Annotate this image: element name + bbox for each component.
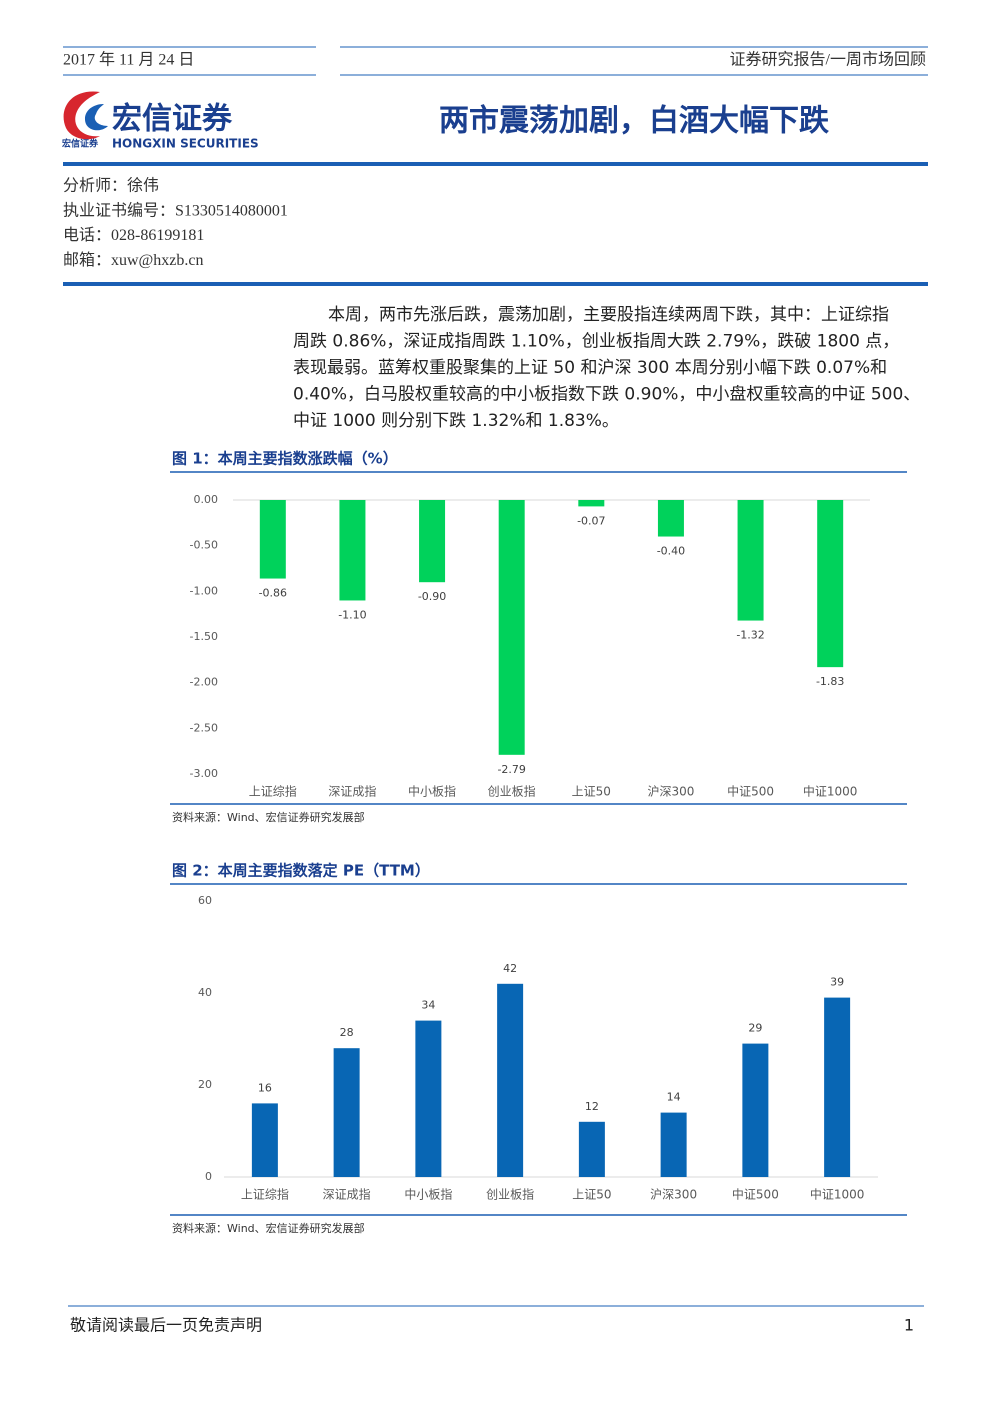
- y-tick-label: 60: [198, 894, 212, 907]
- x-tick-label: 上证50: [572, 1188, 611, 1202]
- x-tick-label: 深证成指: [323, 1187, 371, 1202]
- bar: [498, 500, 525, 755]
- bar: [657, 500, 684, 537]
- data-label: -0.86: [259, 587, 287, 600]
- x-tick-label: 沪深300: [650, 1188, 697, 1202]
- x-tick-label: 上证综指: [241, 1187, 289, 1202]
- bar: [737, 500, 764, 621]
- disclaimer: 敬请阅读最后一页免责声明: [70, 1316, 262, 1335]
- data-label: -0.40: [657, 545, 685, 558]
- logo-cn: 宏信证券: [112, 102, 233, 137]
- data-label: 14: [667, 1091, 681, 1104]
- x-tick-label: 中证1000: [810, 1187, 865, 1202]
- page-number: 1: [904, 1316, 914, 1335]
- bar: [251, 1103, 278, 1177]
- body-line: 表现最弱。蓝筹权重股聚集的上证 50 和沪深 300 本周分别小幅下跌 0.07…: [293, 358, 887, 378]
- x-tick-label: 中证1000: [803, 784, 858, 799]
- report-title: 两市震荡加剧，白酒大幅下跌: [439, 104, 829, 139]
- bar: [259, 500, 286, 579]
- figure-caption: 图 1：本周主要指数涨跌幅（%）: [172, 450, 398, 468]
- data-label: -0.07: [577, 514, 605, 527]
- x-tick-label: 上证50: [572, 785, 611, 799]
- bar: [578, 1121, 605, 1177]
- data-label: 34: [421, 999, 435, 1012]
- y-tick-label: -2.00: [190, 676, 218, 689]
- source-note: 资料来源：Wind、宏信证券研究发展部: [172, 1221, 365, 1235]
- data-label: 39: [830, 976, 844, 989]
- x-tick-label: 创业板指: [486, 1187, 534, 1202]
- source-note: 资料来源：Wind、宏信证券研究发展部: [172, 810, 365, 824]
- figure-caption: 图 2：本周主要指数落定 PE（TTM）: [172, 862, 430, 880]
- rule: [63, 162, 928, 166]
- analyst-line: 邮箱：xuw@hxzb.cn: [63, 251, 204, 269]
- analyst-line: 执业证书编号：S1330514080001: [63, 201, 288, 219]
- logo-en: HONGXIN SECURITIES: [112, 137, 259, 151]
- analyst-line: 分析师：徐伟: [63, 177, 159, 195]
- x-tick-label: 创业板指: [488, 784, 536, 799]
- logo-small: 宏信证券: [62, 138, 99, 150]
- y-tick-label: 0: [205, 1170, 212, 1183]
- x-tick-label: 中证500: [732, 1187, 779, 1202]
- y-tick-label: 0.00: [194, 493, 219, 506]
- bar: [339, 500, 366, 601]
- rule: [63, 282, 928, 286]
- bar: [333, 1048, 360, 1177]
- charts: 图 1：本周主要指数涨跌幅（%） 资料来源：Wind、宏信证券研究发展部 0.00 -…: [170, 450, 907, 1235]
- x-tick-label: 中小板指: [404, 1187, 452, 1202]
- report-type: 证券研究报告/一周市场回顾: [730, 51, 926, 69]
- y-tick-label: -1.50: [190, 630, 218, 643]
- body-line: 本周，两市先涨后跌，震荡加剧，主要股指连续两周下跌，其中：上证综指: [328, 305, 889, 325]
- y-tick-label: 40: [198, 986, 212, 999]
- body-line: 0.40%，白马股权重较高的中小板指数下跌 0.90%，中小盘权重较高的中证 5…: [293, 385, 920, 405]
- data-label: 28: [340, 1026, 354, 1039]
- bar: [660, 1112, 687, 1177]
- x-tick-label: 中证500: [727, 784, 774, 799]
- x-tick-label: 深证成指: [328, 784, 376, 799]
- body-line: 周跌 0.86%，深证成指周跌 1.10%，创业板指周大跌 2.79%，跌破 1…: [293, 332, 899, 352]
- bar: [578, 500, 605, 507]
- data-label: -1.32: [736, 629, 764, 642]
- x-tick-label: 沪深300: [647, 785, 694, 799]
- y-tick-label: -0.50: [190, 539, 218, 552]
- y-tick-label: -1.00: [190, 584, 218, 597]
- body-line: 中证 1000 则分别下跌 1.32%和 1.83%。: [293, 411, 619, 431]
- data-label: -2.79: [497, 763, 525, 776]
- data-label: 29: [748, 1022, 762, 1035]
- data-label: 16: [258, 1081, 272, 1094]
- y-tick-label: -3.00: [190, 767, 218, 780]
- bar: [415, 1020, 442, 1177]
- bar: [419, 500, 446, 583]
- data-label: 42: [503, 962, 517, 975]
- bar: [817, 500, 844, 668]
- data-label: 12: [585, 1100, 599, 1113]
- analyst-line: 电话：028-86199181: [63, 226, 204, 244]
- bar: [824, 997, 851, 1177]
- data-label: -1.83: [816, 675, 844, 688]
- x-tick-label: 中小板指: [408, 784, 456, 799]
- data-label: -1.10: [338, 608, 366, 621]
- bar: [497, 983, 524, 1177]
- y-tick-label: -2.50: [190, 721, 218, 734]
- bar: [742, 1043, 769, 1177]
- data-label: -0.90: [418, 590, 446, 603]
- date: 2017 年 11 月 24 日: [63, 51, 194, 69]
- y-tick-label: 20: [198, 1078, 212, 1091]
- x-tick-label: 上证综指: [249, 784, 297, 799]
- logo: 宏信证券 HONGXIN SECURITIES 宏信证券: [62, 91, 259, 151]
